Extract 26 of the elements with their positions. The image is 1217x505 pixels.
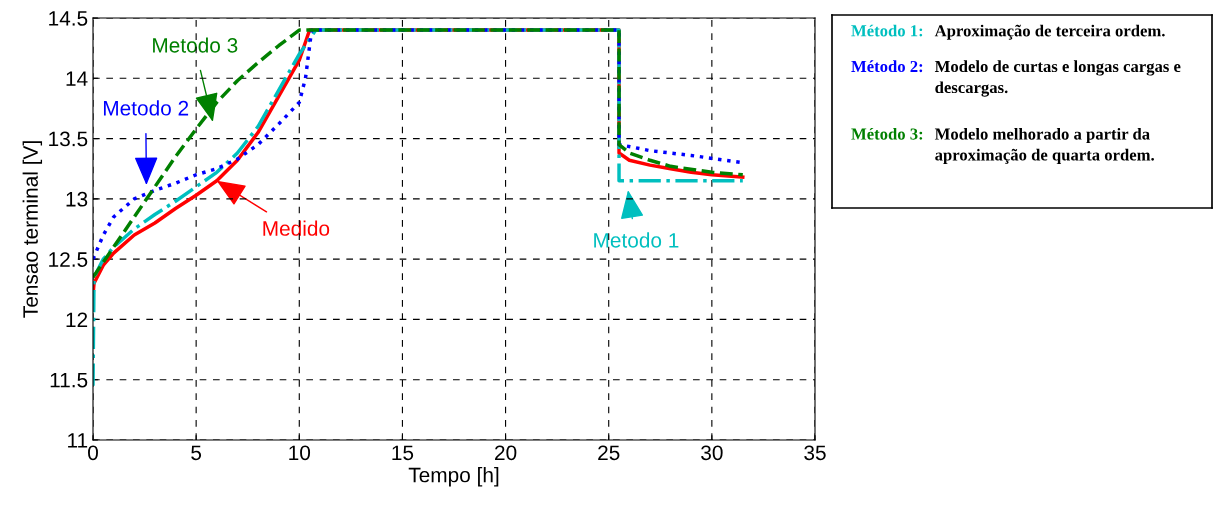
x-tick-label: 20 [495, 445, 517, 461]
x-axis-title: Tempo [h] [408, 467, 499, 487]
y-tick-label: 11.5 [50, 372, 88, 388]
y-tick-label: 12 [66, 312, 88, 327]
y-tick-label: 14 [66, 71, 88, 86]
x-tick-label: 10 [289, 445, 311, 461]
x-tick-label: 0 [88, 445, 98, 461]
line-series [93, 28, 745, 388]
x-tick-label: 35 [804, 445, 826, 461]
annotation: Metodo 3 [153, 37, 238, 53]
y-tick-label: 14.5 [49, 11, 88, 26]
y-tick-label: 12.5 [49, 252, 88, 267]
annotation: Metodo 2 [103, 100, 189, 116]
x-tick-label: 5 [191, 445, 202, 461]
x-tick-label: 30 [701, 445, 723, 461]
x-tick-label: 15 [392, 445, 414, 461]
y-tick-label: 13 [66, 191, 88, 207]
text: Método 2: Modelo de curtas e longas cargas e descargas. [851, 60, 1181, 97]
annotation: Medido [263, 220, 330, 236]
text: Método 1: Aproximação de terceira ordem. [851, 24, 1165, 40]
y-axis-title: Tensao terminal [V] [22, 141, 43, 318]
x-tick-label: 25 [598, 445, 620, 461]
y-tick-label: 11 [68, 433, 88, 448]
annotation: Metodo 1 [594, 232, 679, 248]
y-tick-label: 13.5 [49, 131, 88, 147]
text: Método 3: Modelo melhorado a partir da aproximação de quarta ordem. [851, 127, 1154, 164]
